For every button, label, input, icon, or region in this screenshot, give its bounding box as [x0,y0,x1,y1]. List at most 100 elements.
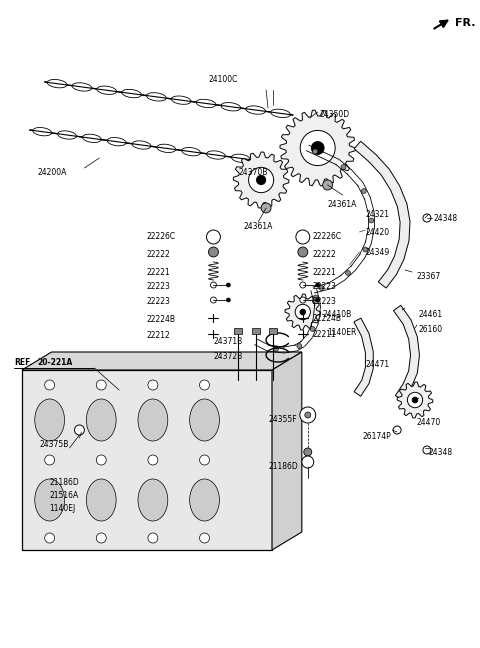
Text: 22211: 22211 [313,330,336,339]
Circle shape [300,309,306,315]
Text: 24410B: 24410B [323,310,352,319]
Circle shape [249,167,274,192]
Polygon shape [233,152,289,208]
Circle shape [341,165,346,170]
Ellipse shape [132,141,151,149]
Ellipse shape [190,479,219,521]
Text: 22224B: 22224B [313,314,342,323]
Text: 22222: 22222 [313,250,336,259]
Ellipse shape [138,479,168,521]
Circle shape [310,327,315,332]
Circle shape [148,455,158,465]
Circle shape [210,297,216,303]
Circle shape [298,247,308,257]
Text: 24100C: 24100C [208,75,238,84]
Circle shape [300,407,316,423]
Ellipse shape [86,399,116,441]
Ellipse shape [97,86,117,95]
Circle shape [316,283,320,287]
Text: 22212: 22212 [147,331,171,340]
Text: 26174P: 26174P [362,432,391,441]
Bar [234,328,242,334]
Text: 1140EJ: 1140EJ [49,504,76,513]
Circle shape [295,305,311,319]
Circle shape [210,282,216,288]
Text: 24370B: 24370B [238,168,268,177]
Text: 22224B: 22224B [147,315,176,324]
Polygon shape [354,141,410,288]
Polygon shape [285,294,321,330]
Circle shape [312,142,324,154]
Ellipse shape [146,93,166,101]
Circle shape [363,247,368,252]
Circle shape [346,270,350,275]
Circle shape [208,247,218,257]
Text: 23367: 23367 [417,272,441,281]
Text: 24348: 24348 [434,214,458,223]
Text: 24349: 24349 [365,248,390,257]
Circle shape [96,455,106,465]
Circle shape [96,533,106,543]
Circle shape [408,392,423,408]
Ellipse shape [35,399,64,441]
Circle shape [227,298,230,302]
Circle shape [361,189,366,194]
Text: 22226C: 22226C [147,232,176,241]
Circle shape [256,176,265,185]
Text: 22221: 22221 [147,268,171,277]
Text: 22222: 22222 [147,250,171,259]
Ellipse shape [47,80,67,88]
Text: FR.: FR. [455,18,475,28]
Ellipse shape [83,134,101,143]
Bar [22,370,272,550]
Text: 22226C: 22226C [313,232,342,241]
Ellipse shape [182,148,201,156]
Circle shape [300,282,306,288]
Bar [252,328,260,334]
Text: 26160: 26160 [419,325,443,334]
Text: 22223: 22223 [313,297,336,306]
Text: 24420: 24420 [365,228,389,237]
Circle shape [227,283,230,287]
Text: 22223: 22223 [147,282,171,291]
Circle shape [313,295,318,300]
Circle shape [200,455,209,465]
Ellipse shape [157,144,176,152]
Circle shape [302,456,314,468]
Circle shape [200,380,209,390]
Text: 22221: 22221 [313,268,336,277]
Text: 24361A: 24361A [328,200,357,209]
Circle shape [274,347,278,351]
Ellipse shape [72,83,92,91]
Text: 21516A: 21516A [49,491,79,500]
Ellipse shape [58,131,76,139]
Circle shape [200,533,209,543]
Ellipse shape [108,137,126,146]
Ellipse shape [221,102,240,111]
Text: 21186D: 21186D [49,478,79,487]
Text: 24350D: 24350D [320,110,350,119]
Text: 21186D: 21186D [268,462,298,471]
Text: 24471: 24471 [365,360,389,369]
Circle shape [296,230,310,244]
Circle shape [74,425,84,435]
Text: 24371B: 24371B [214,337,243,346]
Text: 24348: 24348 [429,448,453,457]
Ellipse shape [33,128,51,136]
Ellipse shape [35,479,64,521]
Bar [269,328,277,334]
Polygon shape [394,305,420,400]
Circle shape [300,130,335,166]
Polygon shape [280,110,355,186]
Circle shape [45,380,55,390]
Circle shape [323,180,333,190]
Text: REF.: REF. [14,358,32,367]
Text: 24321: 24321 [365,210,389,219]
Polygon shape [22,352,302,370]
Text: 1140ER: 1140ER [328,328,357,337]
Ellipse shape [271,109,290,117]
Polygon shape [354,318,373,396]
Circle shape [45,533,55,543]
Circle shape [261,203,271,213]
Circle shape [369,218,374,223]
